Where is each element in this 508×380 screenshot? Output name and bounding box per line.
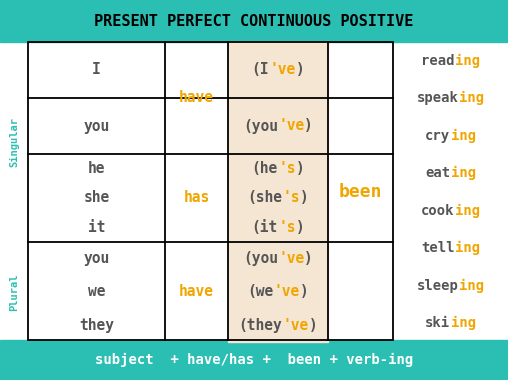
Text: she: she (83, 190, 110, 206)
Text: ing: ing (455, 241, 480, 255)
Text: (she: (she (247, 190, 282, 206)
Text: 've: 've (278, 119, 304, 133)
Text: have: have (179, 90, 214, 106)
Bar (0, 340, 508, 380)
Text: cry: cry (425, 129, 451, 143)
Bar (228, 42, 328, 98)
Text: ): ) (296, 220, 304, 235)
Bar (0, 42, 508, 340)
Bar (228, 242, 328, 342)
Text: (it: (it (252, 220, 278, 235)
Text: you: you (83, 251, 110, 266)
Text: (we: (we (247, 285, 274, 299)
Bar (28, 42, 393, 340)
Text: 's: 's (282, 190, 300, 206)
Text: 've: 've (269, 62, 296, 78)
Bar (228, 98, 328, 154)
Text: 've: 've (278, 251, 304, 266)
Text: eat: eat (425, 166, 451, 180)
Text: (you: (you (243, 119, 278, 133)
Text: sleep: sleep (417, 279, 459, 293)
Text: 's: 's (278, 220, 296, 235)
Text: ing: ing (455, 54, 480, 68)
Text: ): ) (300, 190, 309, 206)
Text: ing: ing (455, 204, 480, 218)
Text: I: I (92, 62, 101, 78)
Text: ): ) (296, 62, 304, 78)
Text: (they: (they (239, 318, 282, 333)
Text: been: been (339, 183, 382, 201)
Text: ): ) (300, 285, 309, 299)
Text: it: it (88, 220, 105, 235)
Text: ski: ski (425, 316, 451, 330)
Text: subject  + have/has +  been + verb-ing: subject + have/has + been + verb-ing (95, 353, 413, 367)
Text: ing: ing (459, 91, 484, 105)
Bar (228, 154, 328, 242)
Text: (I: (I (252, 62, 269, 78)
Text: has: has (183, 190, 210, 206)
Text: PRESENT PERFECT CONTINUOUS POSITIVE: PRESENT PERFECT CONTINUOUS POSITIVE (94, 14, 414, 28)
Bar (0, 0, 508, 42)
Text: speak: speak (417, 91, 459, 105)
Text: read: read (421, 54, 455, 68)
Text: ): ) (304, 119, 313, 133)
Text: (you: (you (243, 251, 278, 266)
Text: we: we (88, 285, 105, 299)
Text: have: have (179, 285, 214, 299)
Text: ing: ing (451, 129, 475, 143)
Text: ing: ing (451, 166, 475, 180)
Text: ): ) (309, 318, 318, 333)
Text: they: they (79, 318, 114, 333)
Text: tell: tell (421, 241, 455, 255)
Text: you: you (83, 119, 110, 133)
Text: 's: 's (278, 161, 296, 176)
Text: cook: cook (421, 204, 455, 218)
Text: ): ) (304, 251, 313, 266)
Text: Singular: Singular (9, 117, 19, 167)
Text: (he: (he (252, 161, 278, 176)
Text: 've: 've (282, 318, 309, 333)
Text: he: he (88, 161, 105, 176)
Text: ): ) (296, 161, 304, 176)
Text: ing: ing (451, 316, 475, 330)
Text: Plural: Plural (9, 273, 19, 311)
Text: 've: 've (274, 285, 300, 299)
Text: ing: ing (459, 279, 484, 293)
